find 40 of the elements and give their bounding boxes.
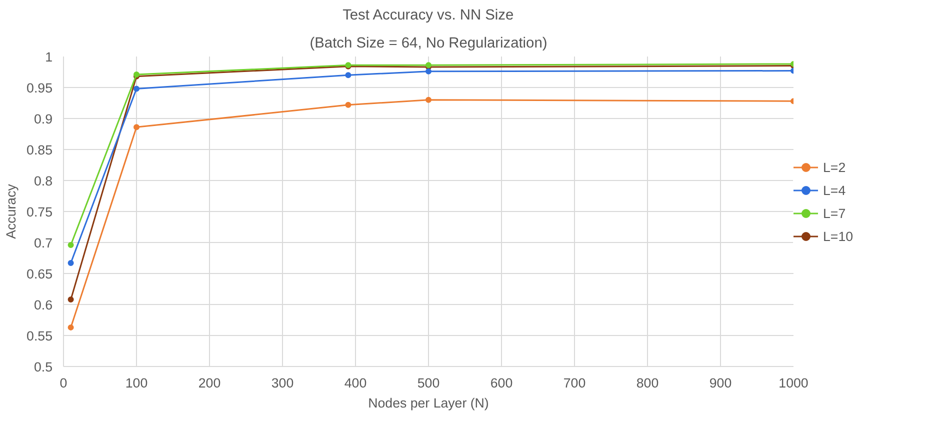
point <box>426 68 432 74</box>
y-tick-label: 0.95 <box>26 80 53 96</box>
point <box>134 86 140 92</box>
point <box>68 324 74 330</box>
y-tick-label: 0.9 <box>34 112 53 126</box>
legend-label: L=2 <box>823 160 846 174</box>
point <box>345 102 352 108</box>
y-tick-label: 1 <box>45 50 53 64</box>
x-tick-label: 100 <box>125 376 148 390</box>
point <box>68 296 74 303</box>
legend-label: L=4 <box>823 182 846 198</box>
x-tick-label: 600 <box>490 376 513 390</box>
point <box>68 242 74 248</box>
x-tick-label: 200 <box>198 376 221 390</box>
chart-title: Test Accuracy vs. NN Size <box>342 8 514 24</box>
x-tick-label: 700 <box>563 376 586 390</box>
y-tick-label: 0.75 <box>26 204 53 220</box>
legend-label: L=7 <box>823 206 846 220</box>
x-tick-label: 0 <box>60 376 68 390</box>
chart-subtitle: (Batch Size = 64, No Regularization) <box>310 36 548 52</box>
point <box>426 96 432 103</box>
legend-label: L=10 <box>823 228 854 244</box>
x-tick-label: 900 <box>709 376 732 390</box>
x-axis-title: Nodes per Layer (N) <box>368 396 489 410</box>
x-tick-label: 500 <box>417 376 440 390</box>
x-tick-label: 800 <box>636 376 659 390</box>
y-axis-title: Accuracy <box>4 184 19 239</box>
x-tick-label: 400 <box>344 376 367 390</box>
y-tick-label: 0.5 <box>34 360 53 374</box>
x-tick-label: 1000 <box>778 376 808 390</box>
y-tick-label: 0.7 <box>34 236 53 250</box>
y-tick-label: 0.55 <box>26 328 53 344</box>
y-tick-label: 0.85 <box>26 142 53 158</box>
point <box>345 72 352 78</box>
y-tick-label: 0.65 <box>26 266 53 282</box>
point <box>134 124 140 130</box>
y-tick-label: 0.8 <box>34 174 53 188</box>
y-tick-label: 0.6 <box>34 298 53 312</box>
x-tick-label: 300 <box>271 376 294 390</box>
point <box>68 260 74 266</box>
